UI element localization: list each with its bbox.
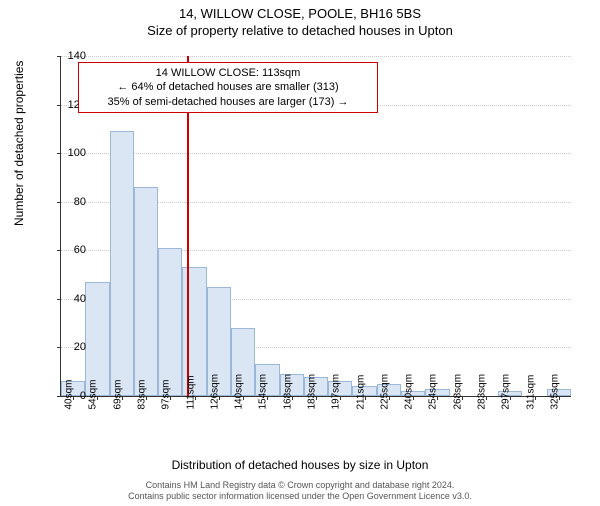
annotation-box: 14 WILLOW CLOSE: 113sqm← 64% of detached… bbox=[78, 62, 378, 113]
bar bbox=[158, 248, 182, 396]
bar bbox=[110, 131, 134, 396]
x-axis-label: Distribution of detached houses by size … bbox=[0, 458, 600, 472]
footer-line-1: Contains HM Land Registry data © Crown c… bbox=[0, 480, 600, 491]
footer: Contains HM Land Registry data © Crown c… bbox=[0, 480, 600, 502]
gridline bbox=[61, 153, 571, 154]
annotation-line: 35% of semi-detached houses are larger (… bbox=[85, 95, 371, 109]
footer-line-2: Contains public sector information licen… bbox=[0, 491, 600, 502]
y-axis-label: Number of detached properties bbox=[12, 61, 26, 226]
y-tick-label: 20 bbox=[46, 341, 86, 353]
bar bbox=[134, 187, 158, 396]
y-tick-label: 80 bbox=[46, 196, 86, 208]
y-tick-label: 40 bbox=[46, 293, 86, 305]
page-title: 14, WILLOW CLOSE, POOLE, BH16 5BS bbox=[0, 6, 600, 21]
y-tick-label: 60 bbox=[46, 244, 86, 256]
y-tick-label: 100 bbox=[46, 147, 86, 159]
y-tick-label: 140 bbox=[46, 50, 86, 62]
gridline bbox=[61, 56, 571, 57]
annotation-line: 14 WILLOW CLOSE: 113sqm bbox=[85, 66, 371, 80]
chart-subtitle: Size of property relative to detached ho… bbox=[0, 23, 600, 38]
annotation-line: ← 64% of detached houses are smaller (31… bbox=[85, 80, 371, 94]
